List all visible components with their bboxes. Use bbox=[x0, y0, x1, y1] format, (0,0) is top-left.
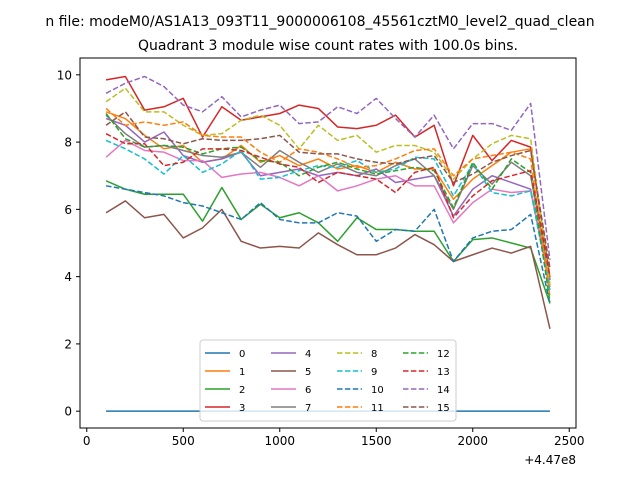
legend-label-3: 3 bbox=[239, 403, 245, 414]
legend-frame bbox=[199, 339, 457, 422]
series-line-8 bbox=[105, 87, 551, 286]
y-tick-label: 4 bbox=[64, 270, 72, 284]
x-tick-label: 500 bbox=[172, 434, 195, 448]
series-line-11 bbox=[105, 107, 551, 297]
legend-label-13: 13 bbox=[437, 367, 450, 378]
x-tick-label: 1000 bbox=[264, 434, 295, 448]
x-tick-label: 0 bbox=[83, 434, 91, 448]
legend-label-7: 7 bbox=[305, 403, 311, 414]
y-axis: 0 2 4 6 8 10 bbox=[57, 68, 80, 419]
series-line-15 bbox=[105, 111, 551, 269]
legend-label-0: 0 bbox=[239, 349, 245, 360]
x-axis: 0 500 1000 1500 2000 2500 bbox=[83, 428, 585, 448]
legend-label-12: 12 bbox=[437, 349, 450, 360]
series-line-7 bbox=[105, 114, 551, 281]
y-tick-label: 2 bbox=[64, 337, 72, 351]
chart-title: Quadrant 3 module wise count rates with … bbox=[138, 38, 518, 54]
y-tick-label: 10 bbox=[57, 68, 72, 82]
legend-label-14: 14 bbox=[437, 385, 450, 396]
series-line-9 bbox=[105, 139, 551, 291]
series-line-2 bbox=[105, 180, 551, 304]
series-line-5 bbox=[105, 200, 551, 329]
legend-label-11: 11 bbox=[371, 403, 384, 414]
legend-label-2: 2 bbox=[239, 385, 245, 396]
legend-label-9: 9 bbox=[371, 367, 377, 378]
legend-label-5: 5 bbox=[305, 367, 311, 378]
series-line-6 bbox=[105, 139, 551, 287]
y-tick-label: 6 bbox=[64, 203, 72, 217]
series-line-10 bbox=[105, 185, 551, 304]
series-line-12 bbox=[105, 113, 551, 302]
legend-label-1: 1 bbox=[239, 367, 245, 378]
legend-label-8: 8 bbox=[371, 349, 377, 360]
x-tick-label: 2500 bbox=[554, 434, 585, 448]
series-line-4 bbox=[105, 117, 551, 287]
series-line-14 bbox=[105, 75, 551, 260]
x-tick-label: 2000 bbox=[457, 434, 488, 448]
figure-suptitle: n file: modeM0/AS1A13_093T11_9000006108_… bbox=[45, 14, 594, 30]
y-tick-label: 0 bbox=[64, 405, 72, 419]
legend-label-6: 6 bbox=[305, 385, 311, 396]
series-line-3 bbox=[105, 75, 551, 281]
x-tick-label: 1500 bbox=[361, 434, 392, 448]
series-line-1 bbox=[105, 111, 551, 277]
plot-area bbox=[105, 75, 551, 412]
y-tick-label: 8 bbox=[64, 136, 72, 150]
legend-label-4: 4 bbox=[305, 349, 311, 360]
x-offset-label: +4.47e8 bbox=[524, 453, 576, 467]
legend-label-10: 10 bbox=[371, 385, 384, 396]
legend-label-15: 15 bbox=[437, 403, 450, 414]
series-line-13 bbox=[105, 133, 551, 277]
plot-frame bbox=[79, 57, 577, 429]
